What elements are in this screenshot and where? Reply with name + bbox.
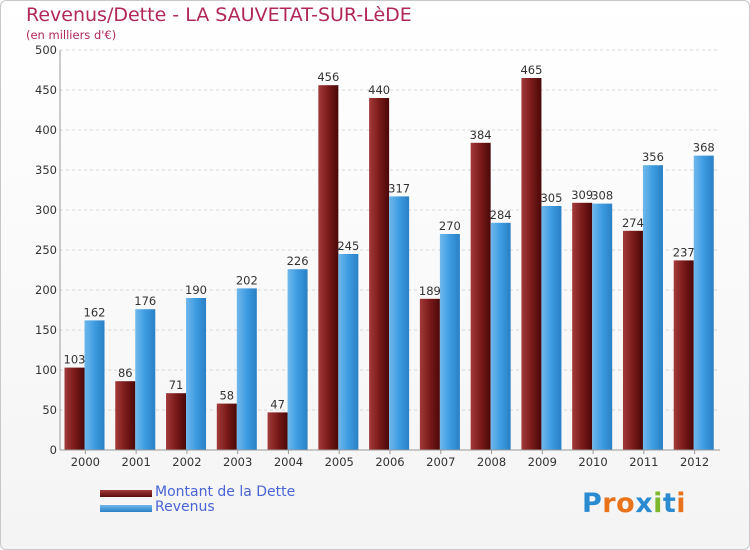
x-tick-label: 2001 — [122, 455, 151, 469]
legend-swatch-dette — [100, 490, 152, 497]
logo-letter: P — [582, 488, 603, 519]
data-label: 226 — [287, 254, 309, 268]
x-tick-label: 2006 — [375, 455, 404, 469]
x-tick-label: 2002 — [172, 455, 201, 469]
data-label: 47 — [270, 397, 285, 411]
bar-revenus — [592, 203, 613, 450]
x-tick-label: 2009 — [528, 455, 557, 469]
bar-dette — [115, 381, 136, 450]
bar-dette — [419, 298, 440, 450]
data-label: 308 — [591, 189, 613, 203]
logo-letter: i — [676, 488, 687, 519]
x-tick-label: 2004 — [274, 455, 303, 469]
data-label: 456 — [317, 70, 339, 84]
bar-revenus — [338, 254, 359, 450]
bar-dette — [521, 78, 542, 450]
data-label: 368 — [693, 141, 715, 155]
x-tick-label: 2011 — [629, 455, 658, 469]
y-tick-label: 0 — [50, 443, 57, 457]
bar-dette — [673, 260, 694, 450]
data-label: 270 — [439, 219, 461, 233]
data-label: 162 — [84, 305, 106, 319]
data-label: 202 — [236, 273, 258, 287]
logo-letter: t — [662, 488, 677, 519]
y-tick-label: 50 — [42, 403, 57, 417]
bar-dette — [216, 403, 237, 450]
logo-letter: o — [616, 488, 636, 519]
bar-dette — [166, 393, 187, 450]
data-label: 356 — [642, 150, 664, 164]
x-tick-label: 2007 — [426, 455, 455, 469]
y-tick-label: 250 — [35, 243, 57, 257]
data-label: 305 — [540, 191, 562, 205]
bar-revenus — [642, 165, 663, 450]
bar-revenus — [490, 222, 511, 450]
data-label: 176 — [134, 294, 156, 308]
x-tick-label: 2000 — [71, 455, 100, 469]
data-label: 103 — [64, 353, 86, 367]
x-tick-label: 2003 — [223, 455, 252, 469]
logo-letter: i — [653, 488, 663, 519]
bar-dette — [64, 367, 85, 450]
bar-dette — [470, 142, 491, 451]
bar-revenus — [389, 196, 410, 450]
data-label: 465 — [520, 63, 542, 77]
x-tick-label: 2012 — [680, 455, 709, 469]
bar-revenus — [84, 320, 105, 450]
y-tick-label: 450 — [35, 83, 57, 97]
proxiti-logo: Proxiti — [582, 488, 686, 519]
y-tick-label: 200 — [35, 283, 57, 297]
bar-revenus — [135, 309, 156, 450]
bar-dette — [267, 412, 288, 450]
bar-dette — [318, 85, 339, 450]
bar-revenus — [236, 288, 257, 450]
legend-swatch-revenus — [100, 505, 152, 512]
y-tick-label: 150 — [35, 323, 57, 337]
legend-label-dette: Montant de la Dette — [155, 484, 296, 500]
bar-revenus — [439, 234, 460, 450]
y-tick-label: 500 — [35, 43, 57, 57]
logo-letter: r — [602, 488, 617, 519]
data-label: 237 — [673, 245, 695, 259]
chart-title: Revenus/Dette - LA SAUVETAT-SUR-LèDE — [26, 4, 412, 26]
x-tick-label: 2008 — [477, 455, 506, 469]
data-label: 86 — [118, 366, 133, 380]
data-label: 384 — [470, 128, 492, 142]
data-label: 58 — [219, 389, 234, 403]
y-tick-label: 300 — [35, 203, 57, 217]
bar-dette — [572, 202, 593, 450]
bar-revenus — [186, 298, 207, 450]
data-label: 317 — [388, 181, 410, 195]
x-tick-label: 2010 — [578, 455, 607, 469]
data-label: 190 — [185, 283, 207, 297]
data-label: 71 — [169, 378, 184, 392]
bar-dette — [622, 230, 643, 450]
bar-revenus — [287, 269, 308, 450]
data-label: 274 — [622, 216, 644, 230]
y-tick-label: 400 — [35, 123, 57, 137]
legend-label-revenus: Revenus — [155, 499, 215, 515]
data-label: 189 — [419, 284, 441, 298]
data-label: 440 — [368, 83, 390, 97]
y-tick-label: 100 — [35, 363, 57, 377]
logo-letter: x — [635, 488, 654, 519]
data-label: 309 — [571, 188, 593, 202]
y-tick-label: 350 — [35, 163, 57, 177]
bar-revenus — [541, 206, 562, 450]
data-label: 284 — [490, 208, 512, 222]
bar-dette — [369, 98, 390, 450]
chart-subtitle: (en milliers d'€) — [26, 28, 117, 42]
bar-revenus — [693, 155, 714, 450]
x-tick-label: 2005 — [325, 455, 354, 469]
data-label: 245 — [337, 239, 359, 253]
